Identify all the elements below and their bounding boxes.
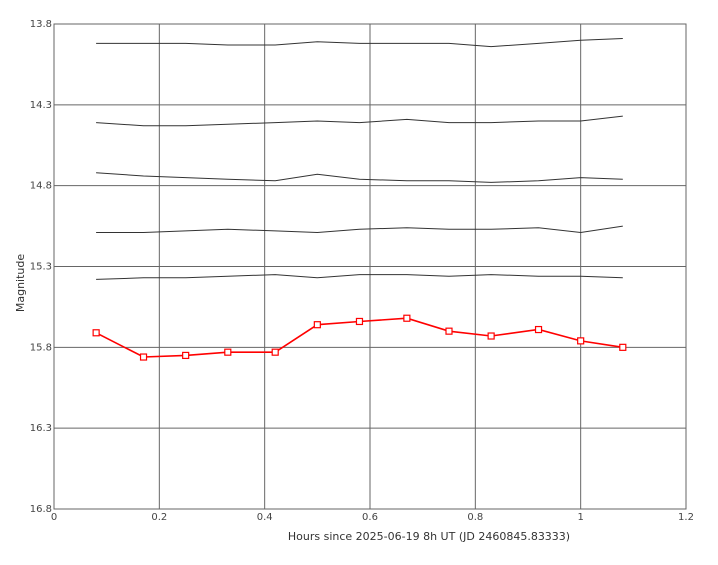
target-star-point [182, 351, 190, 360]
y-tick-label: 14.3 [30, 100, 52, 111]
comparison-star-line-3 [96, 172, 623, 183]
x-tick-label: 1 [577, 512, 583, 523]
x-tick-label: 0 [51, 512, 57, 523]
y-tick-label: 15.3 [30, 262, 52, 273]
y-tick-label: 14.8 [30, 181, 52, 192]
y-tick-label: 15.8 [30, 342, 52, 353]
y-tick-label: 16.3 [30, 423, 52, 434]
y-axis-title: Magnitude [14, 254, 27, 313]
comparison-star-line-1 [96, 38, 623, 48]
target-star-point [403, 314, 411, 322]
comparison-star-line-4 [96, 225, 623, 234]
x-tick-label: 0.2 [151, 512, 167, 523]
target-star-point [139, 353, 148, 361]
target-star-point [224, 348, 232, 356]
x-tick-label: 1.2 [678, 512, 694, 523]
y-tick-label: 13.8 [30, 19, 52, 30]
target-star-point [577, 337, 585, 345]
target-star-point [445, 327, 453, 335]
y-tick-label: 16.8 [30, 504, 52, 515]
target-star-point [619, 343, 627, 351]
target-star-point [355, 317, 364, 326]
x-axis-title: Hours since 2025-06-19 8h UT (JD 2460845… [288, 530, 570, 543]
x-tick-label: 0.6 [362, 512, 378, 523]
target-star-point [313, 321, 321, 329]
target-star-point [271, 348, 279, 356]
target-star-point [487, 332, 495, 340]
comparison-star-line-2 [96, 115, 623, 127]
target-star-point [534, 325, 543, 334]
x-tick-label: 0.8 [467, 512, 483, 523]
target-star-point [92, 329, 100, 337]
x-tick-label: 0.4 [257, 512, 273, 523]
comparison-star-line-5 [96, 274, 623, 280]
